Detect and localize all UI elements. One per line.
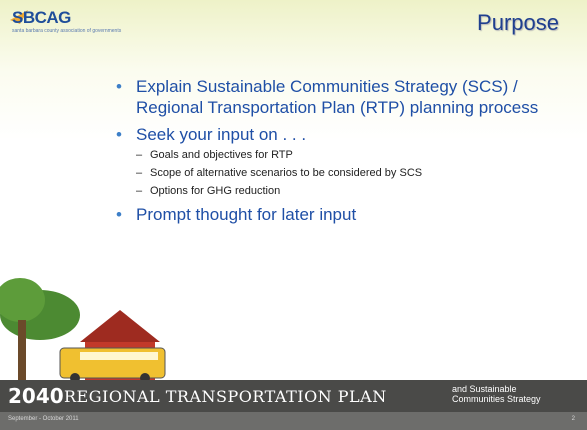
footer	[0, 412, 587, 430]
bullet: Explain Sustainable Communities Strategy…	[116, 76, 556, 118]
roof	[80, 310, 160, 342]
slide: SBCAG santa barbara county association o…	[0, 0, 587, 430]
sub-list: Goals and objectives for RTP Scope of al…	[136, 148, 556, 198]
bullet: Seek your input on . . . Goals and objec…	[116, 124, 556, 198]
bullet-text: Seek your input on . . .	[136, 125, 306, 144]
bullet-list: Explain Sustainable Communities Strategy…	[116, 76, 556, 231]
bullet-text: Explain Sustainable Communities Strategy…	[136, 77, 538, 117]
slide-title: Purpose	[477, 10, 559, 36]
banner-subtitle: Communities Strategy	[452, 394, 541, 404]
sub-bullet: Scope of alternative scenarios to be con…	[136, 166, 556, 180]
banner-year: 2040	[8, 384, 64, 408]
banner-title: REGIONAL TRANSPORTATION PLAN	[64, 387, 387, 406]
sub-bullet: Options for GHG reduction	[136, 184, 556, 198]
footer-date: September - October 2011	[8, 416, 79, 422]
banner-subtitle: and Sustainable	[452, 384, 517, 394]
sub-bullet: Goals and objectives for RTP	[136, 148, 556, 162]
bullet-text: Prompt thought for later input	[136, 205, 356, 224]
bus-windows	[80, 352, 158, 360]
trunk	[18, 320, 26, 380]
page-number: 2	[572, 416, 575, 422]
bullet: Prompt thought for later input	[116, 204, 556, 225]
logo: SBCAG	[12, 8, 71, 28]
logo-subtitle: santa barbara county association of gove…	[12, 28, 121, 34]
